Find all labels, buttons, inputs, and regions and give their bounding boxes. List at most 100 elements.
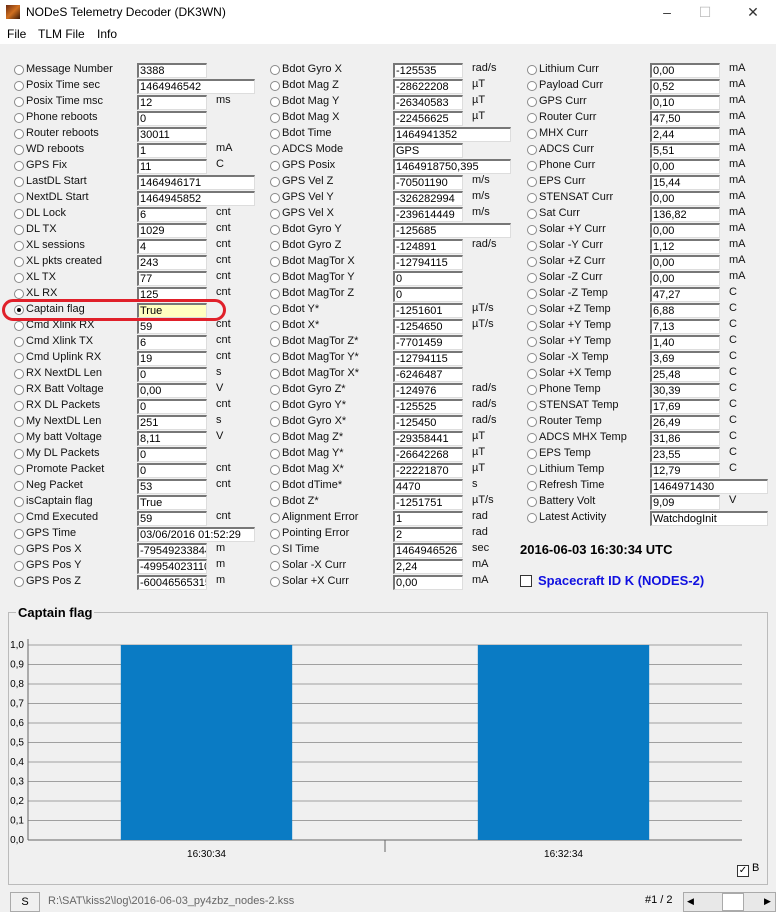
field-value[interactable]: -22456625	[393, 111, 463, 126]
field-radio[interactable]	[527, 305, 537, 315]
field-value[interactable]: 3388	[137, 63, 207, 78]
field-value[interactable]: -1254650	[393, 319, 463, 334]
field-value[interactable]: -22221870	[393, 463, 463, 478]
minimize-button[interactable]: –	[663, 4, 671, 20]
field-value[interactable]: 0	[393, 287, 463, 302]
field-radio[interactable]	[527, 481, 537, 491]
field-radio[interactable]	[270, 449, 280, 459]
field-radio[interactable]	[270, 369, 280, 379]
field-value[interactable]: 0,52	[650, 79, 720, 94]
field-value[interactable]: 31,86	[650, 431, 720, 446]
field-radio[interactable]	[270, 385, 280, 395]
field-radio[interactable]	[270, 353, 280, 363]
field-value[interactable]: -7701459	[393, 335, 463, 350]
field-value[interactable]: 6	[137, 207, 207, 222]
field-radio[interactable]	[270, 209, 280, 219]
field-value[interactable]: 26,49	[650, 415, 720, 430]
field-radio[interactable]	[14, 273, 24, 283]
field-radio[interactable]	[527, 513, 537, 523]
field-value[interactable]: 0,00	[650, 255, 720, 270]
menu-file[interactable]: File	[7, 27, 27, 41]
field-value[interactable]: 0	[137, 111, 207, 126]
field-radio[interactable]	[14, 321, 24, 331]
field-value[interactable]: 77	[137, 271, 207, 286]
field-radio[interactable]	[527, 209, 537, 219]
field-radio[interactable]	[527, 161, 537, 171]
field-radio[interactable]	[270, 481, 280, 491]
field-radio[interactable]	[527, 289, 537, 299]
field-value[interactable]: 0,00	[650, 271, 720, 286]
field-radio[interactable]	[527, 401, 537, 411]
field-radio[interactable]	[527, 337, 537, 347]
field-value[interactable]: 0	[137, 447, 207, 462]
field-value[interactable]: 17,69	[650, 399, 720, 414]
field-radio[interactable]	[270, 113, 280, 123]
field-value[interactable]: -26340583	[393, 95, 463, 110]
field-radio[interactable]	[527, 273, 537, 283]
field-value[interactable]: 2,24	[393, 559, 463, 574]
field-radio[interactable]	[270, 561, 280, 571]
field-value[interactable]: 1	[393, 511, 463, 526]
field-value[interactable]: 5,51	[650, 143, 720, 158]
field-value[interactable]: 0	[137, 463, 207, 478]
field-value[interactable]: 15,44	[650, 175, 720, 190]
field-radio[interactable]	[14, 177, 24, 187]
field-value[interactable]: -124891	[393, 239, 463, 254]
field-value[interactable]: 6,88	[650, 303, 720, 318]
field-value[interactable]: 243	[137, 255, 207, 270]
field-radio[interactable]	[270, 129, 280, 139]
field-radio[interactable]	[14, 129, 24, 139]
field-value[interactable]: 4470	[393, 479, 463, 494]
field-radio[interactable]	[270, 145, 280, 155]
field-value[interactable]: 251	[137, 415, 207, 430]
field-radio[interactable]	[527, 97, 537, 107]
legend-b-checkbox[interactable]: ✓ B	[737, 862, 759, 877]
field-radio[interactable]	[14, 65, 24, 75]
field-value[interactable]: -6246487	[393, 367, 463, 382]
field-radio[interactable]	[270, 65, 280, 75]
field-radio[interactable]	[270, 337, 280, 347]
field-value[interactable]: -125685	[393, 223, 511, 238]
field-radio[interactable]	[14, 161, 24, 171]
field-radio[interactable]	[14, 97, 24, 107]
field-value[interactable]: -1251601	[393, 303, 463, 318]
field-radio[interactable]	[527, 81, 537, 91]
field-radio[interactable]	[14, 401, 24, 411]
field-value[interactable]: -70501190	[393, 175, 463, 190]
scroll-thumb[interactable]	[722, 893, 744, 911]
field-radio[interactable]	[270, 305, 280, 315]
field-radio[interactable]	[270, 433, 280, 443]
field-radio[interactable]	[270, 513, 280, 523]
field-value[interactable]: -12794115	[393, 255, 463, 270]
field-value[interactable]: 0	[393, 271, 463, 286]
field-value[interactable]: 03/06/2016 01:52:29	[137, 527, 255, 542]
field-value[interactable]: WatchdogInit	[650, 511, 768, 526]
field-radio[interactable]	[527, 433, 537, 443]
field-radio[interactable]	[14, 305, 24, 315]
field-value[interactable]: 12	[137, 95, 207, 110]
field-radio[interactable]	[270, 257, 280, 267]
field-radio[interactable]	[527, 145, 537, 155]
checkbox-checked-icon[interactable]: ✓	[737, 865, 749, 877]
field-value[interactable]: 1	[137, 143, 207, 158]
field-value[interactable]: True	[137, 303, 207, 318]
field-value[interactable]: 1,12	[650, 239, 720, 254]
field-value[interactable]: 30,39	[650, 383, 720, 398]
field-value[interactable]: 1464918750,395	[393, 159, 511, 174]
field-radio[interactable]	[527, 129, 537, 139]
field-radio[interactable]	[14, 81, 24, 91]
field-radio[interactable]	[270, 225, 280, 235]
field-radio[interactable]	[14, 209, 24, 219]
scroll-right-icon[interactable]: ▶	[764, 896, 771, 906]
field-radio[interactable]	[527, 321, 537, 331]
field-radio[interactable]	[270, 177, 280, 187]
record-scrollbar[interactable]: ◀ ▶	[683, 892, 776, 912]
field-value[interactable]: 19	[137, 351, 207, 366]
menu-info[interactable]: Info	[97, 27, 118, 41]
field-radio[interactable]	[14, 369, 24, 379]
field-radio[interactable]	[14, 561, 24, 571]
field-radio[interactable]	[527, 369, 537, 379]
field-value[interactable]: -239614449	[393, 207, 463, 222]
field-value[interactable]: -29358441	[393, 431, 463, 446]
field-radio[interactable]	[14, 257, 24, 267]
